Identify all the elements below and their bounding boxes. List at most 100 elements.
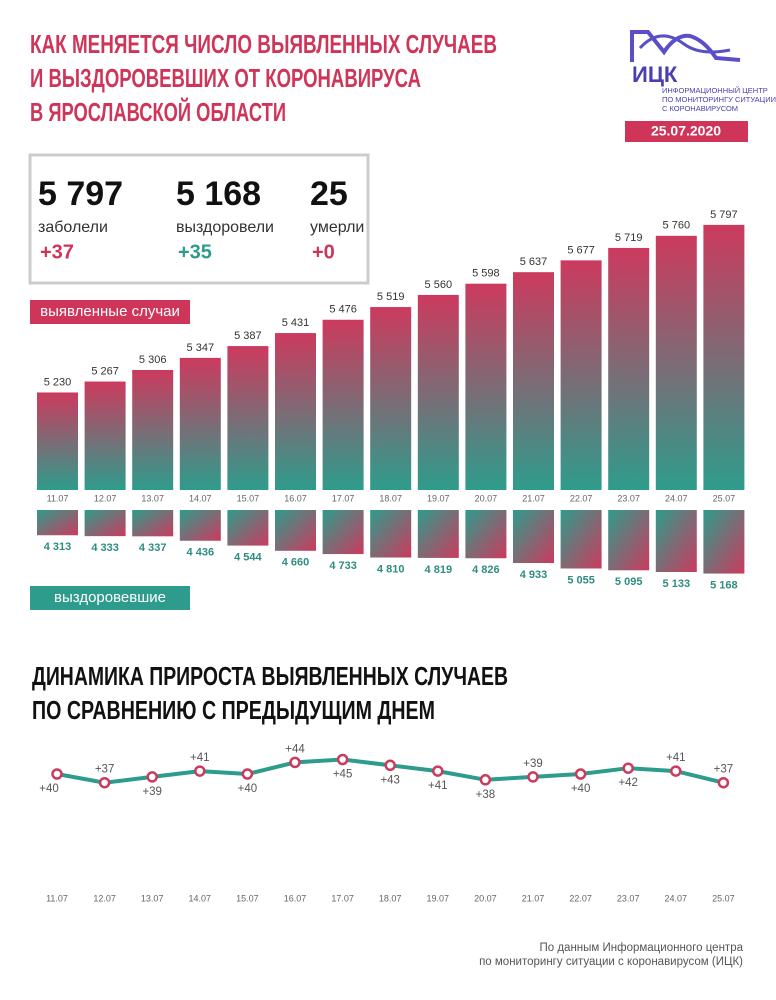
x-tick-label: 19.07	[427, 493, 450, 503]
footer: по мониторингу ситуации с коронавирусом …	[479, 956, 743, 968]
value-label: 4 733	[329, 560, 357, 572]
marker	[622, 762, 634, 774]
value-label: +41	[666, 752, 686, 764]
value-label: 5 560	[425, 279, 453, 291]
marker	[717, 776, 730, 789]
legend-swatch	[30, 586, 190, 610]
stats-box	[28, 153, 370, 285]
bar	[227, 510, 269, 546]
x-tick-label: 11.07	[47, 493, 69, 503]
x-tick-label: 11.07	[46, 893, 68, 903]
value-label: 4 337	[139, 542, 167, 554]
marker	[432, 765, 444, 777]
value-label: +39	[142, 786, 162, 798]
value-label: 4 933	[520, 569, 548, 581]
legend-label: выявленные случаи	[40, 303, 180, 320]
value-label: +43	[380, 774, 400, 786]
x-tick-label: 14.07	[189, 893, 212, 903]
value-label: 5 055	[567, 574, 595, 586]
value-label: 5 267	[91, 365, 119, 377]
x-tick-label: 24.07	[665, 493, 688, 503]
value-label: 4 810	[377, 563, 405, 575]
bar	[179, 357, 221, 490]
x-tick-label: 12.07	[93, 893, 116, 903]
marker	[51, 768, 63, 780]
x-tick-label: 20.07	[475, 493, 498, 503]
x-tick-label: 19.07	[427, 893, 450, 903]
value-label: 4 660	[282, 557, 310, 569]
x-tick-label: 17.07	[332, 493, 355, 503]
value-label: 5 719	[615, 232, 643, 244]
bar	[132, 510, 174, 537]
bar	[465, 283, 507, 490]
value-label: 5 095	[615, 576, 643, 588]
x-tick-label: 13.07	[141, 493, 164, 503]
value-label: +37	[714, 764, 734, 776]
value-label: 5 431	[282, 317, 310, 329]
stat-value: 25	[310, 175, 348, 213]
value-label: +41	[428, 780, 448, 792]
stat-change: +37	[40, 241, 74, 263]
bar	[370, 307, 412, 490]
marker	[146, 771, 158, 783]
stat-value: 5 168	[176, 175, 261, 213]
x-tick-label: 22.07	[569, 893, 592, 903]
bar	[84, 510, 126, 537]
value-label: 4 333	[91, 542, 119, 554]
stat-label: выздоровели	[176, 219, 274, 236]
bar	[370, 510, 412, 558]
marker	[194, 765, 206, 777]
marker	[574, 768, 587, 780]
value-label: 5 306	[139, 354, 167, 366]
bar	[37, 392, 78, 490]
value-label: +40	[39, 783, 59, 795]
x-tick-label: 21.07	[522, 493, 545, 503]
value-label: 5 347	[187, 342, 215, 354]
value-label: 5 168	[710, 579, 738, 591]
title-line: КАК МЕНЯЕТСЯ ЧИСЛО ВЫЯВЛЕННЫХ СЛУЧАЕВ	[30, 29, 497, 59]
stat-value: 5 797	[38, 175, 123, 213]
marker	[289, 756, 301, 769]
value-label: +40	[238, 783, 258, 795]
chart-title: ПО СРАВНЕНИЮ С ПРЕДЫДУЩИМ ДНЕМ	[32, 695, 435, 725]
x-tick-label: 25.07	[712, 893, 735, 903]
x-tick-label: 23.07	[617, 493, 640, 503]
marker	[241, 768, 254, 780]
marker	[336, 753, 349, 766]
bar	[417, 294, 459, 490]
bar	[84, 381, 126, 490]
value-label: +45	[333, 769, 353, 781]
value-label: +41	[190, 752, 210, 764]
marker	[479, 774, 492, 786]
x-tick-label: 15.07	[237, 493, 260, 503]
value-label: +42	[618, 777, 638, 789]
chart-title: ДИНАМИКА ПРИРОСТА ВЫЯВЛЕННЫХ СЛУЧАЕВ	[32, 661, 508, 691]
bar	[465, 510, 507, 559]
stat-change: +35	[178, 241, 212, 263]
bar	[179, 510, 221, 541]
value-label: 5 476	[329, 304, 357, 316]
value-label: 4 544	[234, 551, 262, 563]
logo: ИЦК ИНФОРМАЦИОННЫЙ ЦЕНТР ПО МОНИТОРИНГУ …	[625, 30, 776, 142]
bar	[655, 510, 697, 572]
bar	[417, 510, 459, 558]
value-label: 5 387	[234, 330, 262, 342]
x-tick-label: 18.07	[379, 893, 402, 903]
value-label: +44	[285, 743, 305, 755]
bar	[703, 224, 745, 491]
value-label: +38	[476, 789, 496, 801]
value-label: 4 826	[472, 564, 500, 576]
value-label: 5 133	[663, 578, 691, 590]
legend-label: выздоровевшие	[54, 589, 166, 606]
x-tick-label: 22.07	[570, 493, 593, 503]
footer: По данным Информационного центра	[539, 942, 743, 954]
logo-sub: ПО МОНИТОРИНГУ СИТУАЦИИ	[662, 95, 776, 104]
date-bar	[625, 121, 748, 142]
logo-text: ИЦК	[632, 62, 678, 87]
bar	[275, 510, 316, 551]
bar	[322, 319, 364, 490]
x-tick-label: 14.07	[189, 493, 212, 503]
value-label: 4 819	[425, 564, 453, 576]
